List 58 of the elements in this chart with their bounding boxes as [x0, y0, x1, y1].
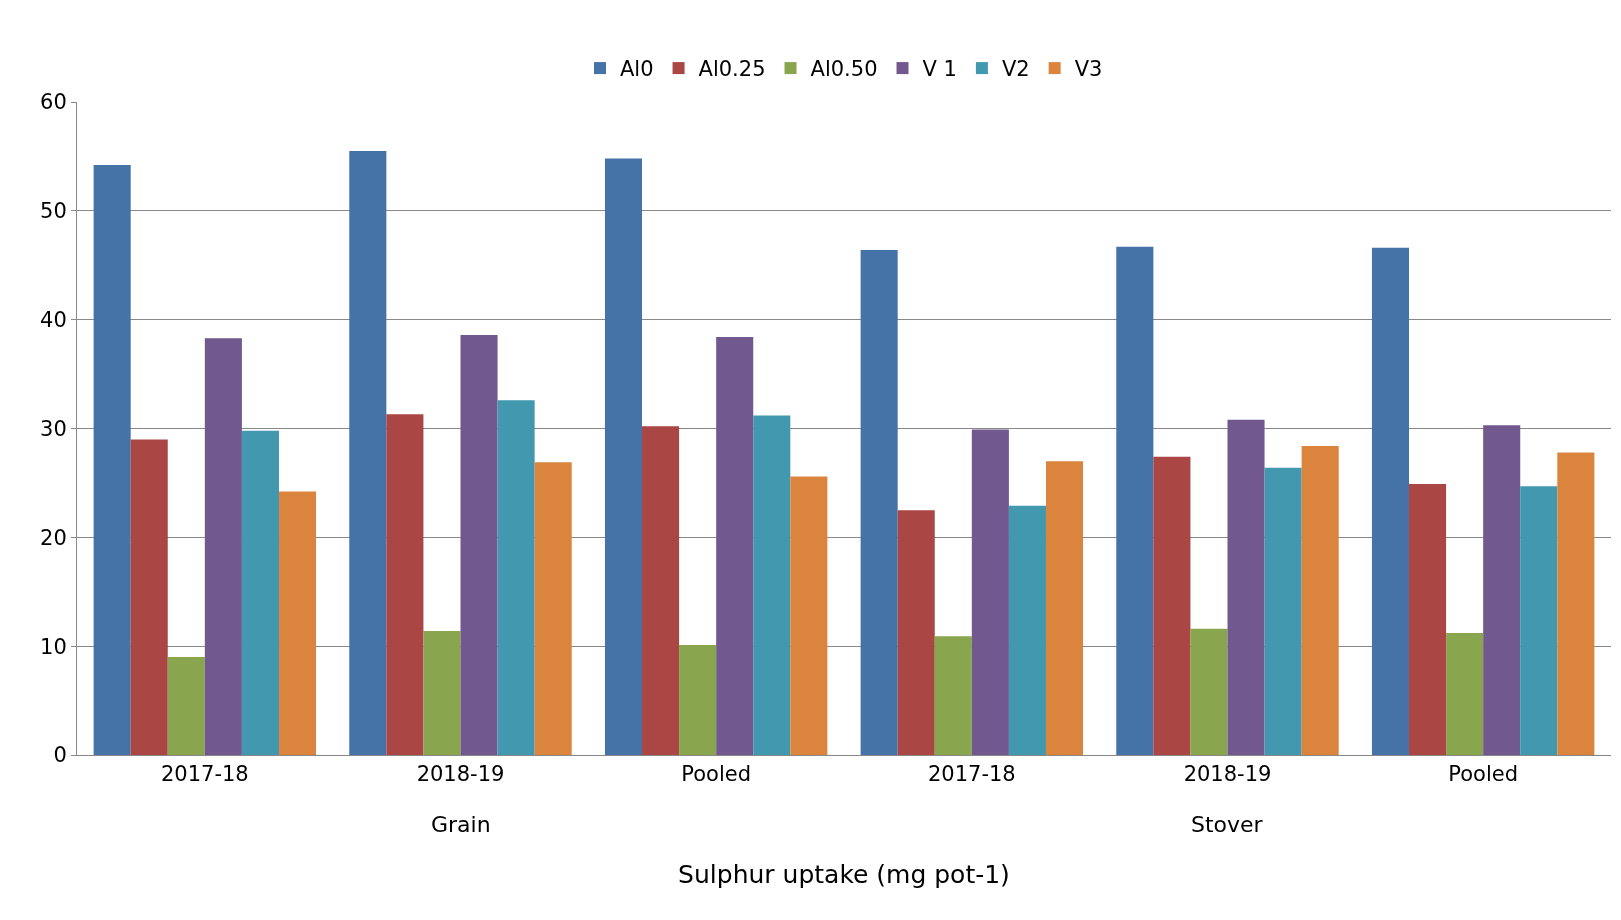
x-tick-label: 2018-19	[416, 762, 505, 787]
bar	[1557, 452, 1595, 755]
text: Stover	[1191, 812, 1264, 837]
bar	[860, 250, 898, 755]
bar	[386, 414, 424, 755]
bar	[1264, 467, 1302, 755]
bar	[753, 415, 791, 755]
bar	[1227, 419, 1265, 755]
bar	[423, 630, 461, 755]
y-tick-label: 40	[40, 308, 67, 333]
y-tick-label: 50	[40, 199, 67, 224]
bar	[167, 657, 205, 755]
x-tick-label: Pooled	[681, 762, 752, 787]
bar	[1008, 505, 1046, 755]
bar	[1483, 425, 1521, 755]
y-tick-label: 20	[40, 525, 67, 550]
text: Grain	[431, 812, 491, 837]
bar	[1116, 246, 1154, 755]
legend-label: V 1	[922, 57, 957, 82]
bar	[1045, 461, 1084, 755]
x-tick-label: 2017-18	[160, 762, 249, 787]
bar	[534, 462, 572, 755]
x-axis-title: Sulphur uptake (mg pot-1)	[678, 860, 1010, 890]
y-tick-label: 10	[40, 634, 67, 659]
bar	[1520, 486, 1558, 755]
bar	[897, 510, 935, 755]
bar	[130, 439, 168, 755]
y-tick-label: 30	[40, 416, 67, 441]
bar	[241, 430, 279, 755]
x-tick-label: 2017-18	[927, 762, 1016, 787]
bar	[1409, 484, 1447, 755]
bar	[679, 645, 717, 755]
bar	[1190, 628, 1228, 755]
legend-label: Al0.25	[698, 57, 766, 82]
legend-label: Al0	[620, 57, 654, 82]
bar	[716, 337, 754, 755]
bar	[93, 165, 131, 755]
legend-label: V2	[1001, 57, 1030, 82]
legend-label: V3	[1074, 57, 1103, 82]
bar	[349, 150, 387, 755]
bar	[971, 429, 1009, 755]
bar	[497, 400, 535, 755]
bar	[642, 426, 680, 755]
bar	[460, 334, 498, 755]
bar	[1446, 633, 1484, 755]
bar	[204, 338, 242, 755]
bar	[790, 476, 828, 755]
x-tick-label: Pooled	[1448, 762, 1519, 787]
legend-label: Al0.50	[810, 57, 878, 82]
bar	[278, 491, 317, 755]
y-tick-label: 0	[53, 743, 67, 768]
y-tick-label: 60	[40, 90, 67, 115]
bar	[1371, 247, 1410, 755]
bar	[604, 158, 643, 755]
bar	[1153, 456, 1191, 755]
bar	[934, 636, 972, 755]
x-tick-label: 2018-19	[1183, 762, 1272, 787]
bar	[1301, 445, 1339, 755]
